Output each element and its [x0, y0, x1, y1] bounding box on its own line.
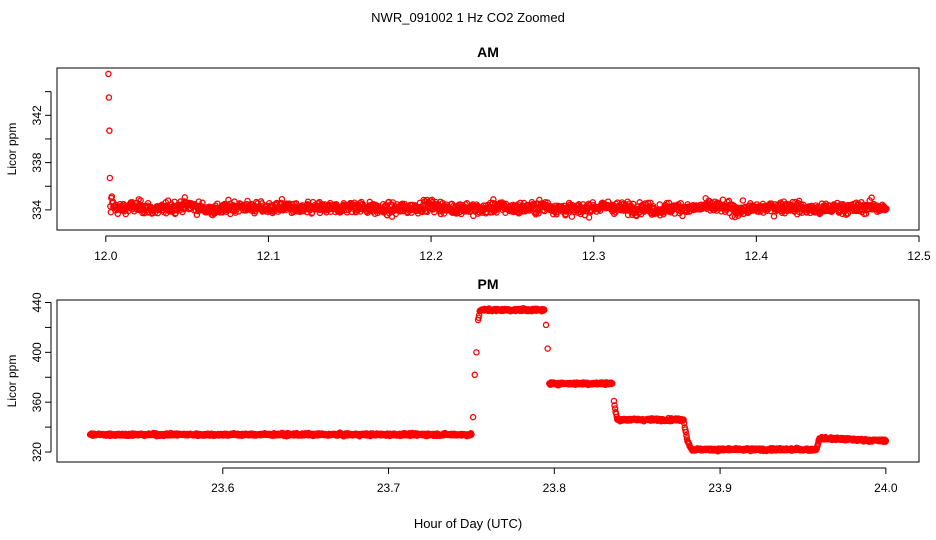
x-tick-label: 23.8: [543, 481, 567, 495]
x-tick-label: 23.7: [377, 481, 401, 495]
data-point: [739, 197, 747, 204]
data-point: [467, 430, 475, 437]
data-point: [195, 198, 202, 205]
data-point: [882, 206, 890, 213]
data-point: [585, 214, 593, 221]
data-point: [608, 380, 616, 387]
x-tick-label: 12.3: [582, 249, 606, 263]
data-point: [232, 209, 239, 216]
data-point: [137, 197, 144, 204]
y-tick-label: 342: [30, 105, 44, 125]
series-points: [86, 304, 890, 455]
figure-title: NWR_091002 1 Hz CO2 Zoomed: [371, 10, 565, 25]
data-point: [471, 371, 478, 379]
am-panel: AM 12.0 12.1 12.2 12.3 12.4 12.5 334 338 342 Licor…: [5, 44, 931, 263]
data-point: [105, 70, 112, 78]
x-tick-label: 12.0: [94, 249, 118, 263]
data-point: [542, 321, 550, 329]
data-point: [611, 402, 618, 409]
plot-frame: [56, 299, 920, 463]
data-point: [611, 405, 619, 412]
x-tick-label: 12.2: [419, 249, 443, 263]
data-point: [172, 209, 179, 217]
figure-xlabel: Hour of Day (UTC): [414, 516, 522, 531]
data-point: [164, 197, 172, 204]
data-point: [610, 397, 618, 405]
data-point: [683, 432, 690, 439]
data-point: [680, 419, 688, 427]
series-points: [105, 70, 890, 221]
panel-title: AM: [477, 44, 499, 60]
data-point: [193, 211, 201, 219]
x-tick-label: 24.0: [874, 481, 898, 495]
data-point: [535, 210, 542, 217]
data-point: [469, 413, 477, 421]
data-point: [844, 210, 852, 217]
plot-frame: [56, 67, 920, 231]
y-tick-label: 320: [30, 442, 44, 462]
data-point: [473, 349, 480, 356]
pm-panel: PM 23.6 23.7 23.8 23.9 24.0 320 360 400 440 Licor …: [5, 276, 920, 495]
data-point: [646, 203, 653, 211]
data-point: [199, 199, 206, 207]
y-tick-label: 338: [30, 152, 44, 172]
data-point: [225, 196, 232, 204]
x-tick-label: 12.5: [907, 249, 931, 263]
y-tick-label: 334: [30, 200, 44, 220]
x-tick-label: 12.1: [257, 249, 281, 263]
data-point: [106, 174, 114, 182]
y-axis-label: Licor ppm: [5, 123, 19, 176]
data-point: [679, 212, 686, 220]
x-tick-label: 12.4: [745, 249, 769, 263]
data-point: [682, 428, 690, 436]
data-point: [540, 306, 548, 313]
data-point: [728, 213, 736, 220]
data-point: [278, 195, 286, 203]
panel-title: PM: [478, 276, 499, 292]
y-tick-label: 400: [30, 342, 44, 362]
y-tick-label: 360: [30, 392, 44, 412]
data-point: [544, 345, 551, 352]
data-point: [106, 127, 113, 134]
x-tick-label: 23.6: [211, 481, 235, 495]
data-point: [105, 94, 113, 101]
y-tick-label: 440: [30, 292, 44, 312]
data-point: [868, 194, 875, 201]
y-axis-label: Licor ppm: [5, 355, 19, 408]
data-point: [610, 210, 618, 218]
data-point: [882, 438, 889, 445]
x-tick-label: 23.9: [708, 481, 732, 495]
